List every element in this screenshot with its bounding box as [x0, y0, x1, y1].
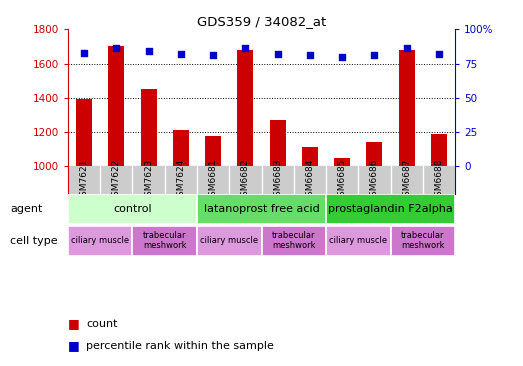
Bar [141, 89, 157, 166]
Text: GSM6684: GSM6684 [305, 158, 314, 202]
Text: ■: ■ [68, 339, 79, 352]
Text: trabecular
meshwork: trabecular meshwork [143, 231, 187, 250]
Point [80, 50, 88, 56]
Text: ciliary muscle: ciliary muscle [200, 236, 258, 245]
FancyBboxPatch shape [326, 225, 391, 255]
Text: GSM6683: GSM6683 [273, 158, 282, 202]
FancyBboxPatch shape [68, 225, 132, 255]
Text: GSM6685: GSM6685 [338, 158, 347, 202]
Bar [108, 46, 124, 166]
Title: GDS359 / 34082_at: GDS359 / 34082_at [197, 15, 326, 28]
Text: GSM6687: GSM6687 [402, 158, 411, 202]
Text: ciliary muscle: ciliary muscle [329, 236, 388, 245]
Text: agent: agent [10, 204, 42, 214]
Text: count: count [86, 319, 118, 329]
FancyBboxPatch shape [68, 194, 197, 224]
Text: trabecular
meshwork: trabecular meshwork [272, 231, 315, 250]
Bar [68, 166, 455, 194]
Bar [366, 142, 382, 166]
Text: GSM6681: GSM6681 [209, 158, 218, 202]
Bar [302, 147, 318, 166]
Text: latanoprost free acid: latanoprost free acid [203, 204, 320, 214]
Point [435, 51, 443, 57]
Text: ■: ■ [68, 317, 79, 330]
Text: trabecular
meshwork: trabecular meshwork [401, 231, 445, 250]
Text: GSM6688: GSM6688 [435, 158, 444, 202]
Bar [76, 100, 92, 166]
Bar [173, 130, 189, 166]
Point [177, 51, 185, 57]
Text: GSM6682: GSM6682 [241, 158, 250, 202]
Text: percentile rank within the sample: percentile rank within the sample [86, 341, 274, 351]
Text: GSM7622: GSM7622 [112, 158, 121, 202]
Text: ciliary muscle: ciliary muscle [71, 236, 129, 245]
FancyBboxPatch shape [197, 225, 262, 255]
Point [370, 52, 379, 58]
Point [338, 54, 346, 60]
Point [144, 48, 153, 54]
Text: cell type: cell type [10, 236, 58, 246]
Point [274, 51, 282, 57]
Text: control: control [113, 204, 152, 214]
Text: GSM7623: GSM7623 [144, 158, 153, 202]
Bar [269, 120, 286, 166]
Bar [431, 134, 447, 166]
Point [305, 52, 314, 58]
Text: GSM7621: GSM7621 [79, 158, 88, 202]
Point [403, 45, 411, 51]
Bar [399, 50, 415, 166]
Bar [237, 50, 254, 166]
Bar [334, 158, 350, 166]
FancyBboxPatch shape [391, 225, 455, 255]
FancyBboxPatch shape [197, 194, 326, 224]
Point [209, 52, 218, 58]
Bar [205, 136, 221, 166]
Point [112, 45, 120, 51]
FancyBboxPatch shape [132, 225, 197, 255]
Text: GSM7624: GSM7624 [176, 158, 185, 202]
Point [241, 45, 249, 51]
Text: prostaglandin F2alpha: prostaglandin F2alpha [328, 204, 453, 214]
FancyBboxPatch shape [326, 194, 455, 224]
Text: GSM6686: GSM6686 [370, 158, 379, 202]
FancyBboxPatch shape [262, 225, 326, 255]
